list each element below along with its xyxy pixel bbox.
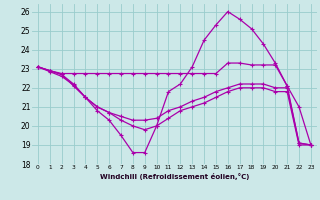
X-axis label: Windchill (Refroidissement éolien,°C): Windchill (Refroidissement éolien,°C) (100, 173, 249, 180)
